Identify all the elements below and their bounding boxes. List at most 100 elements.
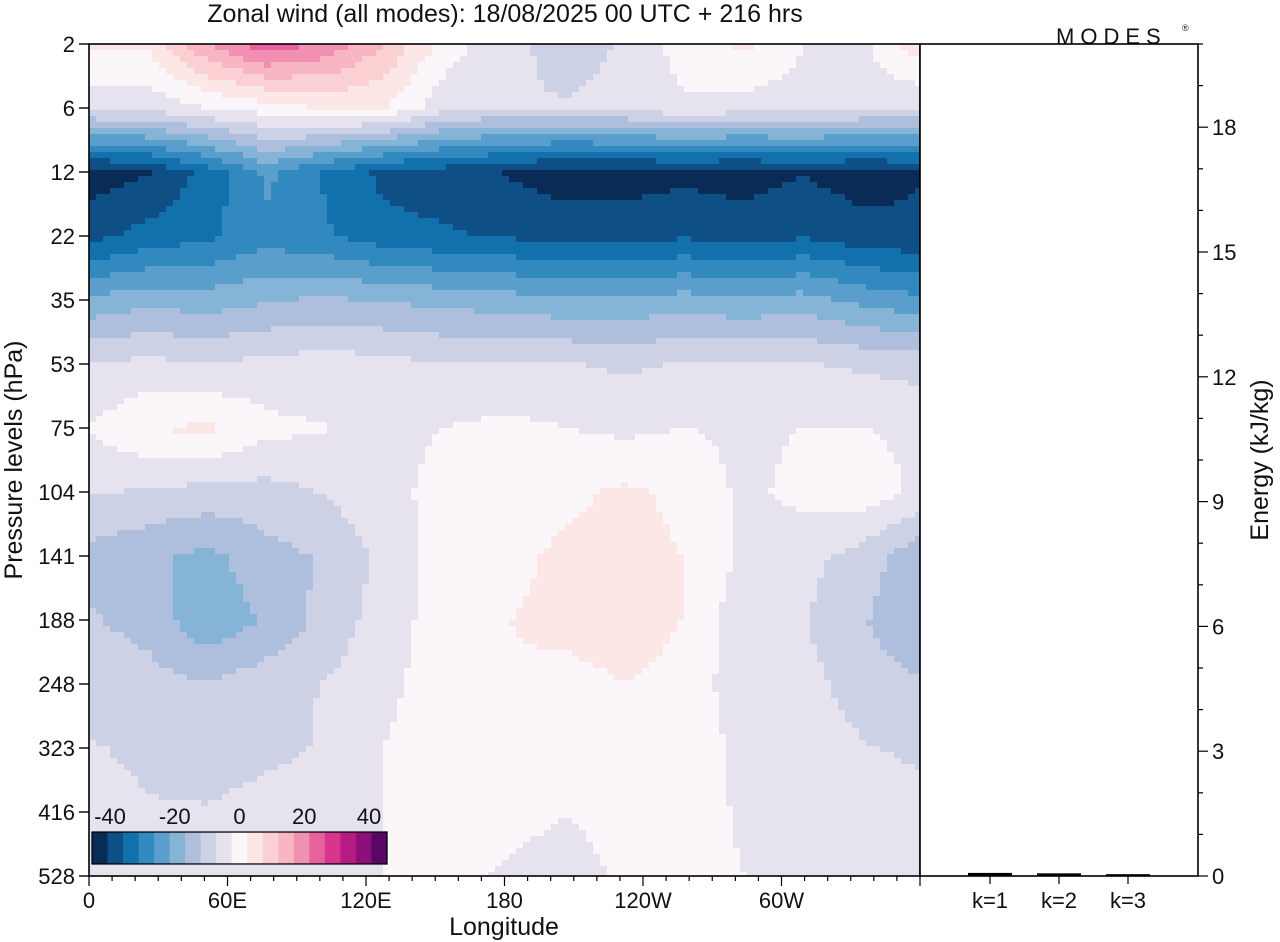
heatmap-cell	[453, 92, 461, 99]
heatmap-cell	[670, 188, 678, 195]
heatmap-cell	[866, 62, 874, 69]
heatmap-cell	[173, 98, 181, 105]
heatmap-cell	[852, 50, 860, 57]
heatmap-cell	[523, 68, 531, 75]
heatmap-cell	[579, 194, 587, 201]
heatmap-cell	[138, 110, 146, 117]
heatmap-cell	[733, 140, 741, 147]
heatmap-cell	[642, 290, 650, 297]
heatmap-cell	[628, 176, 636, 183]
heatmap-cell	[859, 44, 867, 51]
heatmap-cell	[642, 122, 650, 129]
heatmap-cell	[397, 176, 405, 183]
heatmap-cell	[215, 80, 223, 87]
heatmap-cell	[488, 224, 496, 231]
heatmap-cell	[166, 254, 174, 261]
heatmap-cell	[649, 200, 657, 207]
heatmap-cell	[677, 74, 685, 81]
heatmap-cell	[894, 74, 902, 81]
heatmap-cell	[810, 44, 818, 51]
heatmap-cell	[509, 134, 517, 141]
heatmap-cell	[614, 194, 622, 201]
heatmap-cell	[810, 56, 818, 63]
heatmap-cell	[481, 224, 489, 231]
heatmap-cell	[194, 152, 202, 159]
heatmap-cell	[236, 266, 244, 273]
heatmap-cell	[915, 122, 920, 129]
heatmap-cell	[817, 140, 825, 147]
heatmap-cell	[656, 284, 664, 291]
heatmap-cell	[327, 134, 335, 141]
heatmap-cell	[250, 50, 258, 57]
heatmap-cell	[173, 62, 181, 69]
heatmap-cell	[488, 254, 496, 261]
heatmap-cell	[579, 44, 587, 51]
heatmap-cell	[586, 140, 594, 147]
heatmap-cell	[467, 122, 475, 129]
heatmap-cell	[96, 242, 104, 249]
heatmap-cell	[733, 80, 741, 87]
heatmap-cell	[621, 266, 629, 273]
heatmap-cell	[852, 116, 860, 123]
heatmap-cell	[684, 140, 692, 147]
heatmap-cell	[278, 278, 286, 285]
heatmap-cell	[859, 140, 867, 147]
heatmap-cell	[726, 62, 734, 69]
heatmap-cell	[285, 266, 293, 273]
heatmap-cell	[257, 236, 265, 243]
heatmap-cell	[159, 200, 167, 207]
heatmap-cell	[670, 152, 678, 159]
heatmap-cell	[313, 182, 321, 189]
heatmap-cell	[915, 110, 920, 117]
heatmap-cell	[600, 50, 608, 57]
heatmap-cell	[208, 212, 216, 219]
heatmap-cell	[96, 122, 104, 129]
heatmap-cell	[474, 56, 482, 63]
heatmap-cell	[775, 242, 783, 249]
heatmap-cell	[208, 122, 216, 129]
heatmap-cell	[768, 146, 776, 153]
heatmap-cell	[243, 194, 251, 201]
heatmap-cell	[250, 206, 258, 213]
heatmap-cell	[859, 200, 867, 207]
heatmap-cell	[166, 266, 174, 273]
heatmap-cell	[460, 158, 468, 165]
heatmap-cell	[362, 266, 370, 273]
heatmap-cell	[516, 80, 524, 87]
heatmap-cell	[397, 140, 405, 147]
heatmap-cell	[537, 44, 545, 51]
heatmap-cell	[467, 176, 475, 183]
heatmap-cell	[908, 272, 916, 279]
heatmap-cell	[180, 128, 188, 135]
heatmap-cell	[166, 164, 174, 171]
heatmap-cell	[278, 62, 286, 69]
heatmap-cell	[145, 128, 153, 135]
heatmap-cell	[369, 170, 377, 177]
heatmap-cell	[845, 116, 853, 123]
heatmap-cell	[796, 146, 804, 153]
heatmap-cell	[761, 122, 769, 129]
heatmap-cell	[439, 86, 447, 93]
heatmap-cell	[362, 242, 370, 249]
heatmap-cell	[124, 104, 132, 111]
heatmap-cell	[285, 134, 293, 141]
heatmap-cell	[159, 134, 167, 141]
heatmap-cell	[355, 218, 363, 225]
heatmap-cell	[425, 254, 433, 261]
heatmap-cell	[341, 224, 349, 231]
heatmap-cell	[194, 224, 202, 231]
heatmap-cell	[642, 74, 650, 81]
heatmap-cell	[670, 206, 678, 213]
heatmap-cell	[439, 200, 447, 207]
heatmap-cell	[467, 278, 475, 285]
heatmap-cell	[117, 170, 125, 177]
heatmap-cell	[565, 122, 573, 129]
heatmap-cell	[411, 98, 419, 105]
heatmap-cell	[243, 152, 251, 159]
heatmap-cell	[299, 56, 307, 63]
heatmap-cell	[866, 92, 874, 99]
heatmap-cell	[705, 200, 713, 207]
heatmap-cell	[425, 200, 433, 207]
heatmap-cell	[362, 230, 370, 237]
heatmap-cell	[404, 80, 412, 87]
